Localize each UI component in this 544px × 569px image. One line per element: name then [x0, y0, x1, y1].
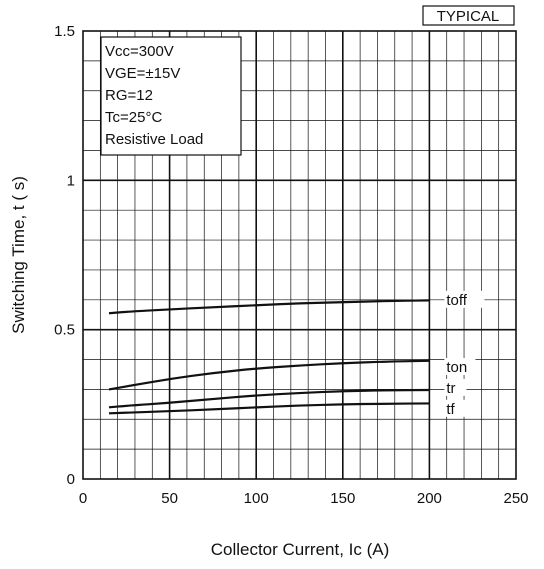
series-line-tr [108, 388, 430, 409]
curve-label-ton: ton [446, 359, 467, 376]
x-tick-label: 0 [79, 490, 87, 507]
x-axis-title: Collector Current, Ic (A) [211, 540, 390, 559]
y-tick-label: 1 [67, 172, 75, 189]
curve-label-tf: tf [446, 401, 455, 418]
x-tick-label: 250 [503, 490, 528, 507]
curve-label-bg [444, 378, 467, 396]
typical-badge-box [422, 5, 515, 26]
curve-label-toff: toff [446, 292, 467, 309]
x-tick-label: 100 [244, 490, 269, 507]
y-tick-label: 0.5 [54, 322, 75, 339]
y-tick-label: 1.5 [54, 23, 75, 40]
condition-line: Tc=25°C [105, 109, 162, 126]
curve-labels: toff ton tr tf [444, 290, 485, 418]
curve-label-tr: tr [446, 380, 455, 397]
conditions-box-frame [100, 36, 242, 156]
y-tick-label: 0 [67, 471, 75, 488]
condition-line: Vcc=300V [105, 43, 174, 60]
curve-label-bg [444, 358, 476, 375]
condition-line: VGE=±15V [105, 65, 180, 82]
y-tick-labels: 0 0.5 1 1.5 [54, 23, 75, 488]
typical-badge-label: TYPICAL [437, 8, 500, 25]
series-line-toff [108, 299, 430, 315]
series-line-tf [108, 402, 430, 415]
series-line-ton [108, 359, 430, 391]
condition-line: Resistive Load [105, 131, 203, 148]
conditions-box: Vcc=300V VGE=±15V RG=12 Tc=25°C Resistive Lo… [100, 36, 242, 156]
x-tick-labels: 0 50 100 150 200 250 [79, 490, 529, 507]
y-axis-title: Switching Time, t ( s) [9, 176, 28, 334]
curve-label-bg [444, 399, 467, 417]
series-layer [108, 299, 430, 415]
plot-frame [82, 30, 517, 480]
condition-line: RG=12 [105, 87, 153, 104]
x-tick-label: 150 [330, 490, 355, 507]
x-tick-label: 50 [161, 490, 178, 507]
typical-badge: TYPICAL [422, 5, 515, 26]
curve-label-bg [444, 290, 485, 308]
x-tick-label: 200 [417, 490, 442, 507]
